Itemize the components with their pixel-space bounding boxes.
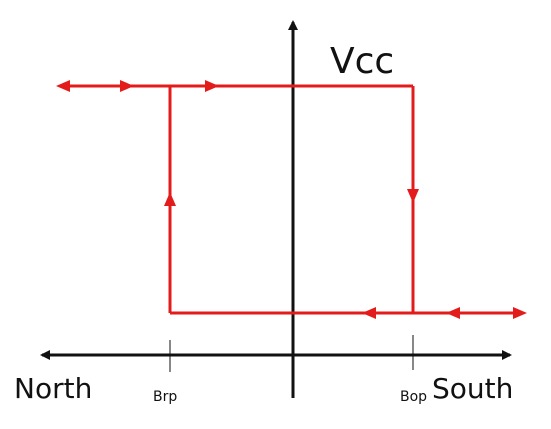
vcc-label: Vcc (330, 41, 394, 82)
brp-label: Brp (153, 389, 177, 405)
bop-label: Bop (400, 389, 427, 405)
north-label: North (14, 372, 92, 405)
south-label: South (432, 372, 513, 405)
hysteresis-loop (60, 84, 522, 315)
direction-arrows (56, 80, 527, 319)
